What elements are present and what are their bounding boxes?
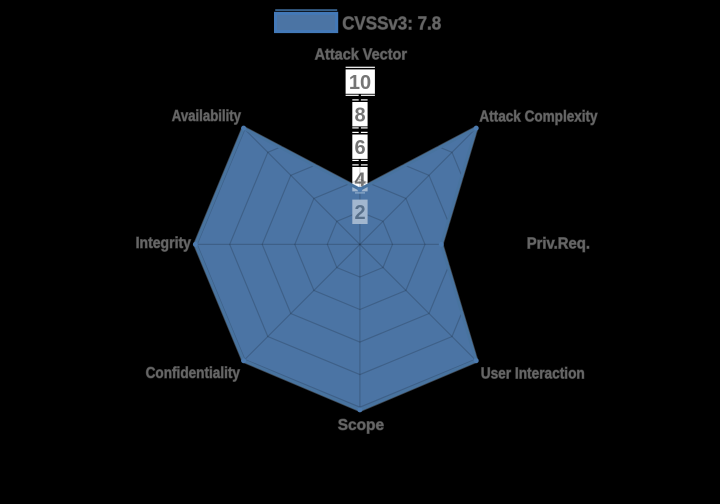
svg-text:2: 2 [354,202,365,224]
svg-text:6: 6 [354,137,365,159]
svg-text:Attack Complexity: Attack Complexity [479,108,597,125]
svg-text:User Interaction: User Interaction [481,366,585,383]
svg-text:10: 10 [349,72,371,94]
svg-text:Integrity: Integrity [136,235,191,252]
svg-text:Priv.Req.: Priv.Req. [527,236,590,253]
svg-text:Attack Vector: Attack Vector [315,47,407,64]
svg-text:Scope: Scope [338,417,384,434]
svg-text:8: 8 [354,104,365,126]
svg-text:CVSSv3: 7.8: CVSSv3: 7.8 [342,12,441,33]
svg-text:Availability: Availability [172,108,241,125]
svg-text:Confidentiality: Confidentiality [146,365,240,382]
